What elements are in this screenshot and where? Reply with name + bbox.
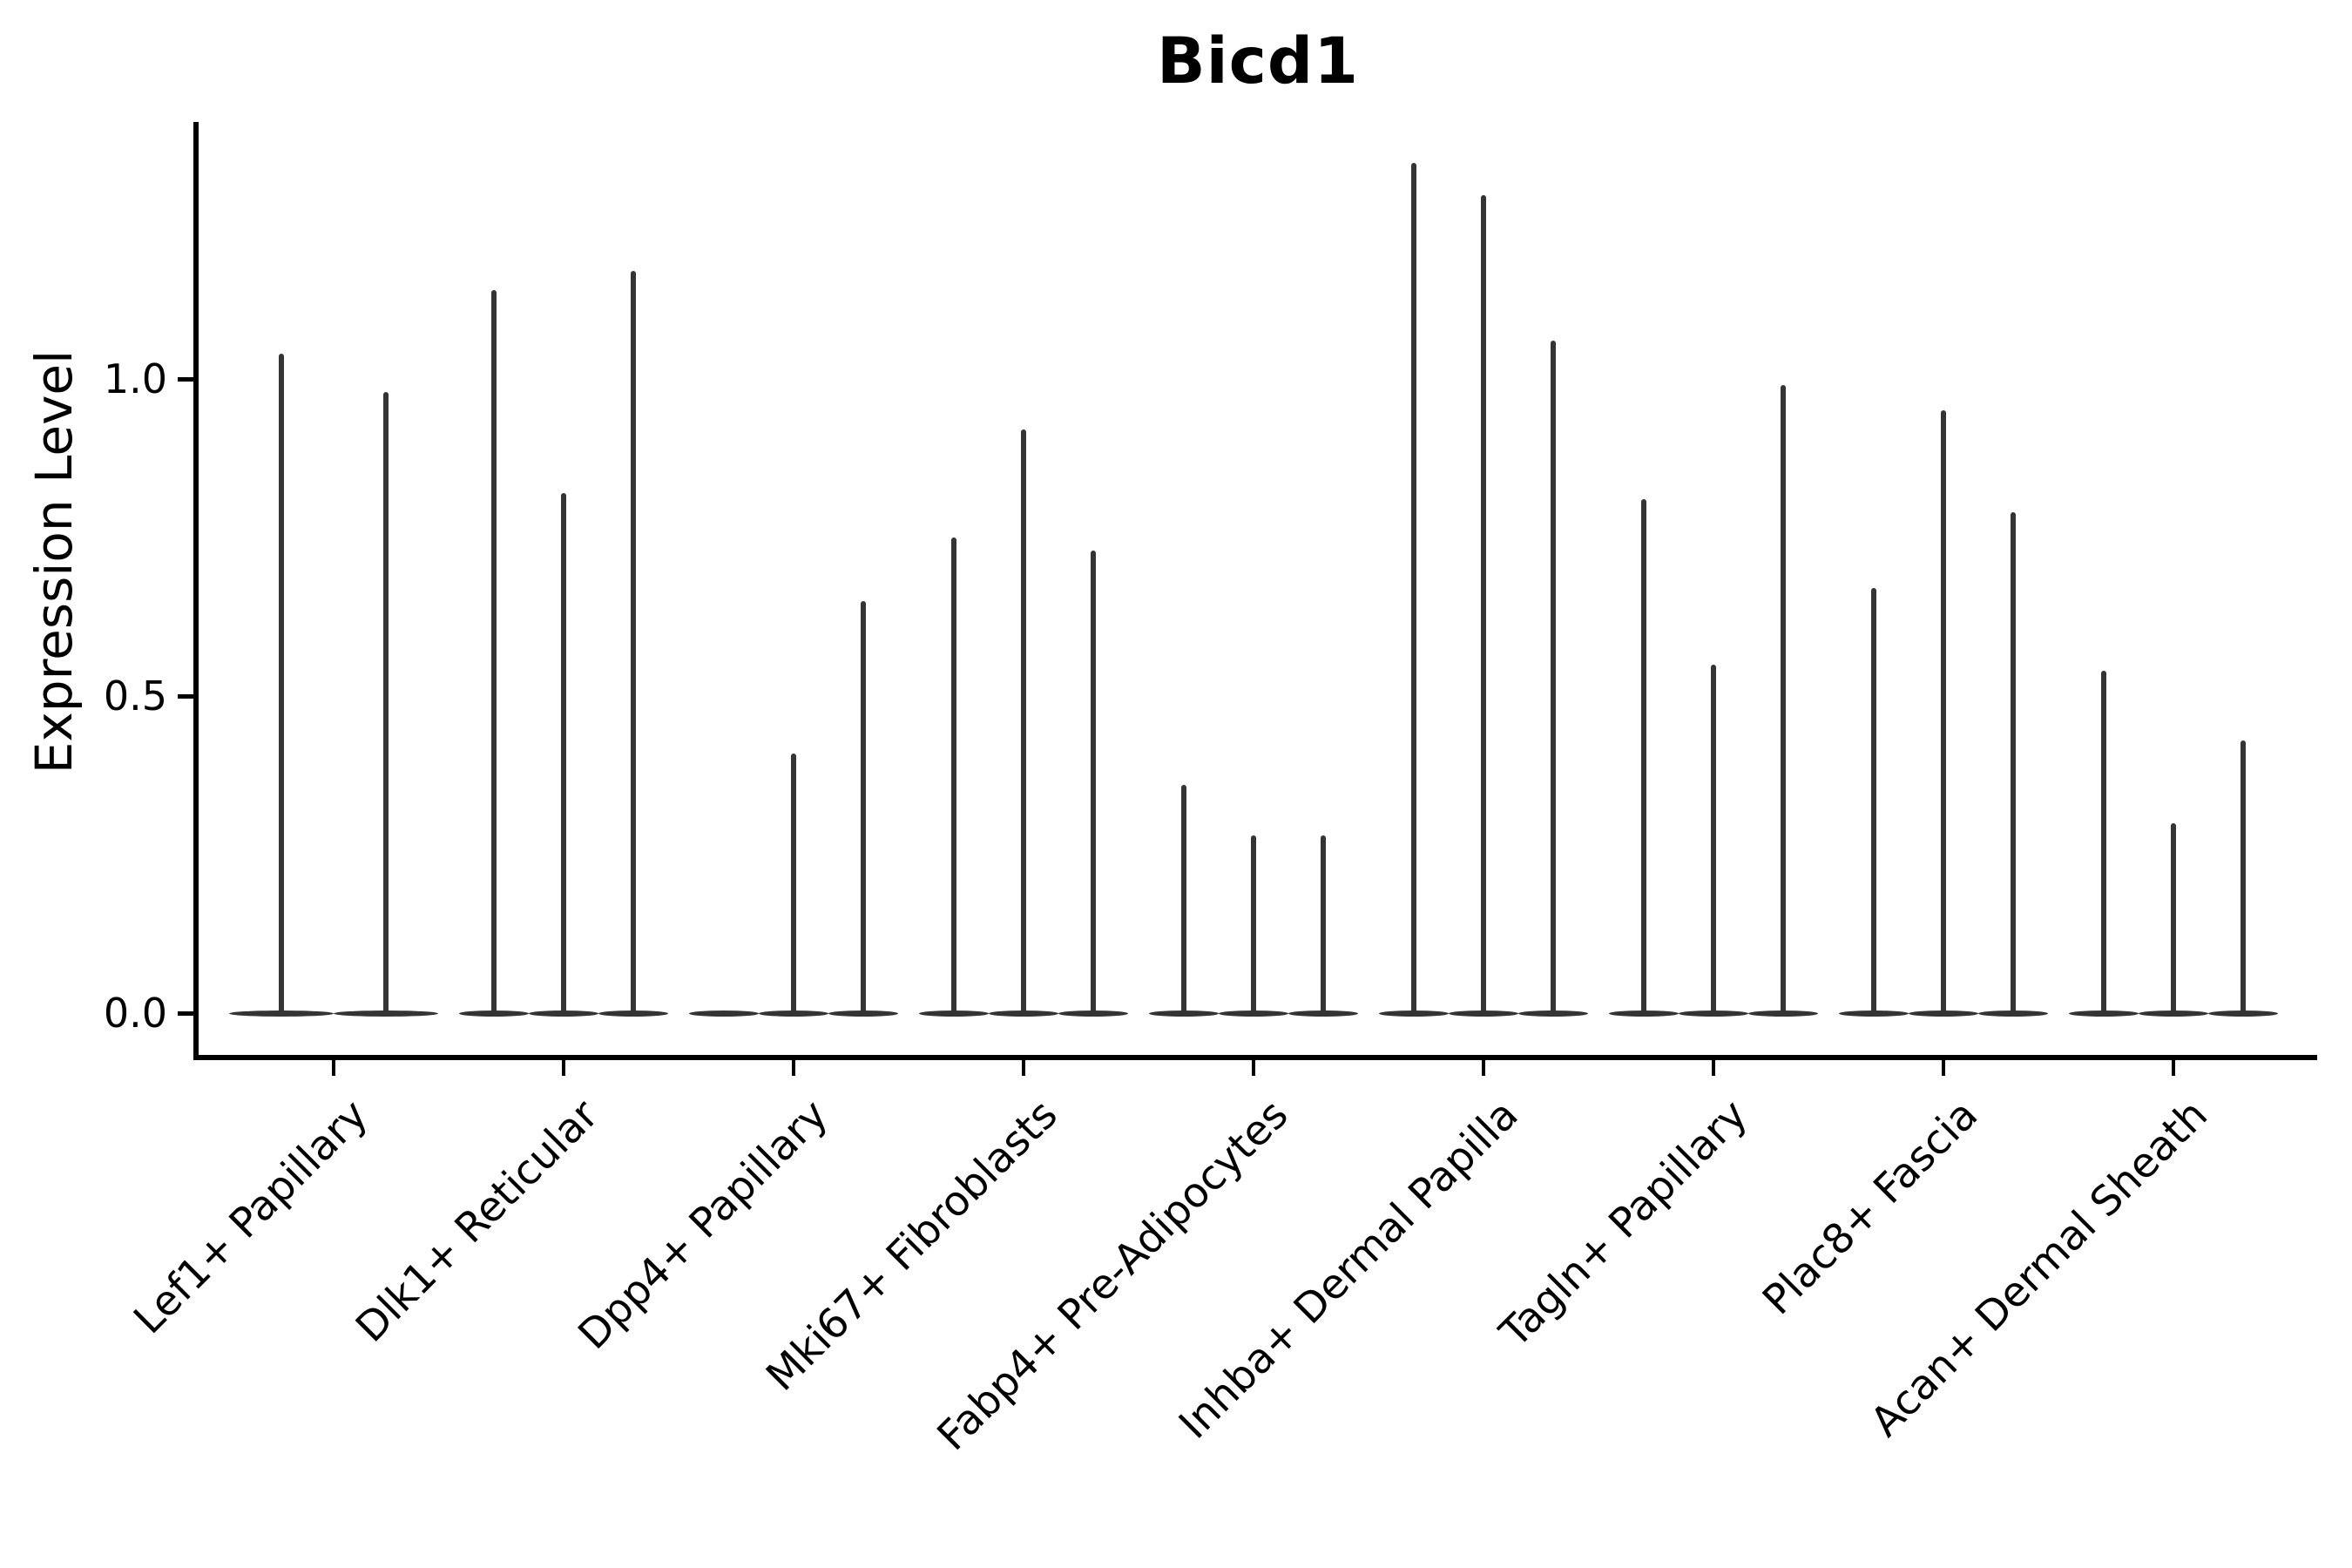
violin-spike <box>383 391 389 1013</box>
violin-baseline <box>598 1010 668 1017</box>
violin-baseline <box>1449 1010 1518 1017</box>
x-tick-mark <box>561 1055 566 1076</box>
y-tick-mark <box>178 376 199 382</box>
violin-spike <box>1021 429 1026 1013</box>
violin-baseline <box>2139 1010 2208 1017</box>
violin-spike <box>491 290 497 1013</box>
violin-baseline <box>1288 1010 1358 1017</box>
violin-spike <box>1411 163 1416 1013</box>
x-tick-label: Dpp4+ Papillary <box>569 1091 838 1359</box>
y-tick-label: 0.0 <box>103 990 167 1037</box>
violin-spike <box>2011 511 2016 1013</box>
violin-baseline <box>2069 1010 2139 1017</box>
violin-spike <box>2240 740 2246 1013</box>
violin-baseline <box>229 1010 334 1017</box>
violin-spike <box>1251 835 1256 1013</box>
violin-spike <box>2101 670 2106 1013</box>
violin-baseline <box>1149 1010 1219 1017</box>
violin-baseline <box>2208 1010 2278 1017</box>
chart-title: Bicd1 <box>1157 24 1359 98</box>
violin-spike <box>951 537 956 1013</box>
x-tick-label: Plac8+ Fascia <box>1754 1091 1988 1325</box>
violin-baseline <box>1909 1010 1978 1017</box>
x-tick-mark <box>791 1055 796 1076</box>
violin-baseline <box>1518 1010 1588 1017</box>
violin-spike <box>1551 341 1556 1013</box>
violin-spike <box>1941 410 1946 1013</box>
violin-spike <box>631 271 636 1013</box>
violin-baseline <box>1609 1010 1679 1017</box>
violin-spike <box>1091 550 1096 1013</box>
violin-baseline <box>334 1010 438 1017</box>
x-tick-label: Tagln+ Papillary <box>1490 1091 1758 1357</box>
x-tick-label: Dlk1+ Reticular <box>346 1091 608 1352</box>
violin-baseline <box>759 1010 828 1017</box>
violin-spike <box>2171 822 2176 1013</box>
violin-baseline <box>919 1010 989 1017</box>
violin-spike <box>561 493 566 1013</box>
violin-spike <box>1321 835 1326 1013</box>
violin-baseline <box>828 1010 898 1017</box>
x-tick-mark <box>2171 1055 2176 1076</box>
y-axis-spine <box>193 122 199 1060</box>
x-tick-mark <box>1711 1055 1716 1076</box>
violin-baseline <box>1978 1010 2048 1017</box>
x-tick-mark <box>1021 1055 1026 1076</box>
violin-baseline <box>1679 1010 1748 1017</box>
violin-spike <box>861 600 866 1013</box>
x-tick-mark <box>1481 1055 1486 1076</box>
violin-spike <box>1481 194 1486 1013</box>
violin-spike <box>791 753 796 1013</box>
violin-baseline <box>989 1010 1058 1017</box>
y-tick-mark <box>178 693 199 699</box>
violin-spike <box>1781 385 1786 1013</box>
violin-baseline <box>459 1010 529 1017</box>
violin-baseline <box>1219 1010 1288 1017</box>
violin-baseline <box>529 1010 598 1017</box>
violin-spike <box>1871 588 1876 1013</box>
violin-baseline <box>1058 1010 1128 1017</box>
x-tick-label: Lef1+ Papillary <box>125 1091 378 1344</box>
y-tick-label: 1.0 <box>103 355 167 402</box>
y-tick-label: 0.5 <box>103 672 167 720</box>
violin-spike <box>1711 664 1716 1013</box>
violin-spike <box>1641 499 1646 1013</box>
violin-baseline <box>1379 1010 1449 1017</box>
x-tick-mark <box>1251 1055 1256 1076</box>
x-tick-mark <box>331 1055 336 1076</box>
x-tick-mark <box>1941 1055 1946 1076</box>
violin-spike <box>1181 784 1186 1013</box>
violin-baseline <box>1748 1010 1818 1017</box>
violin-baseline <box>1839 1010 1909 1017</box>
violin-spike <box>279 353 284 1013</box>
violin-baseline <box>689 1010 759 1017</box>
y-tick-mark <box>178 1010 199 1016</box>
